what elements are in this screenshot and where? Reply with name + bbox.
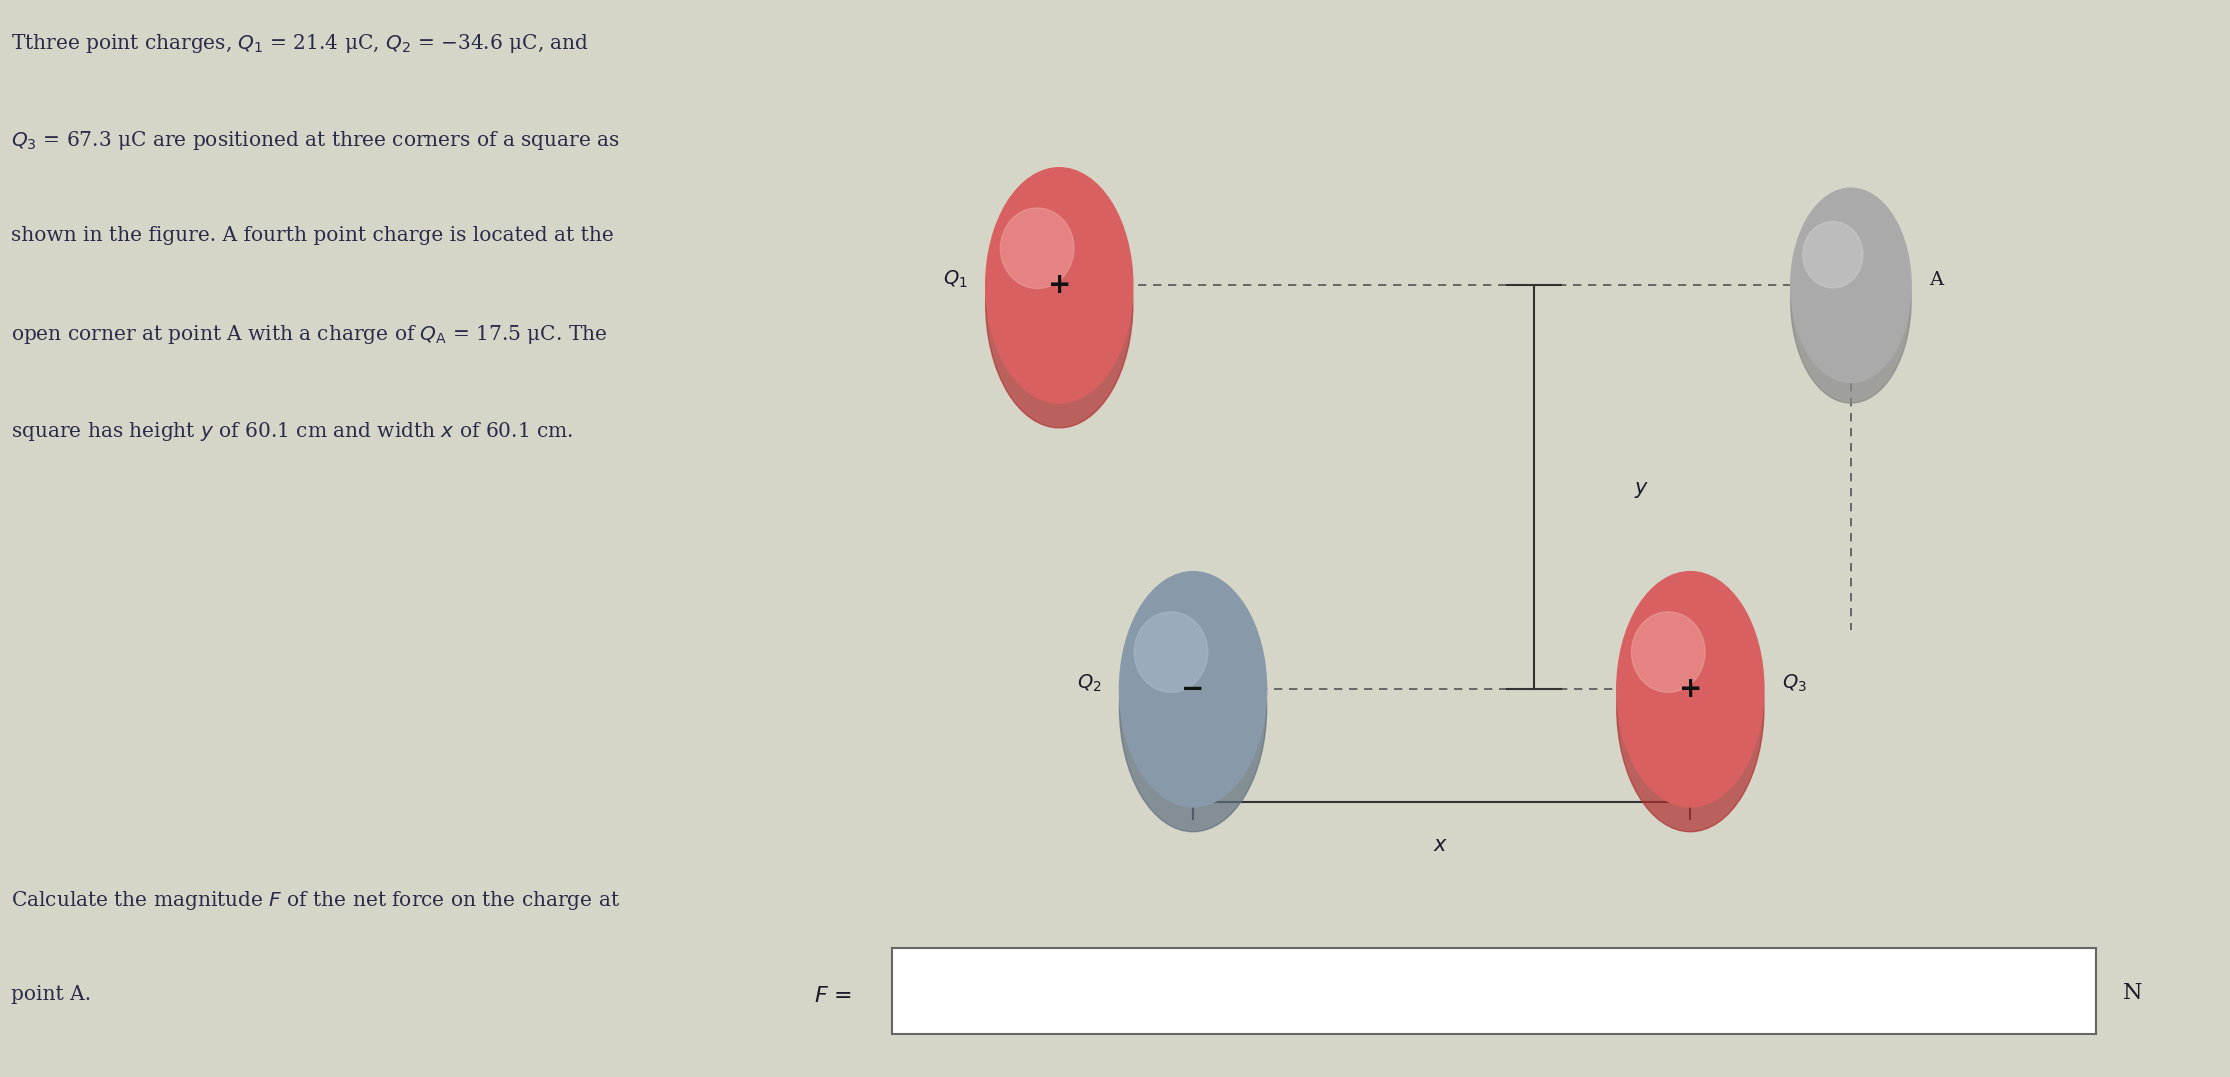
Ellipse shape [1135, 612, 1209, 693]
Text: $Q_2$: $Q_2$ [1077, 672, 1102, 694]
Ellipse shape [1617, 572, 1764, 807]
Text: $Q_3$ = 67.3 μC are positioned at three corners of a square as: $Q_3$ = 67.3 μC are positioned at three … [11, 129, 620, 152]
Text: $Q_3$: $Q_3$ [1782, 672, 1806, 694]
Ellipse shape [986, 168, 1133, 403]
Text: point A.: point A. [11, 985, 91, 1005]
Text: Calculate the magnitude $F$ of the net force on the charge at: Calculate the magnitude $F$ of the net f… [11, 889, 620, 911]
Text: $x$: $x$ [1434, 836, 1447, 855]
Ellipse shape [1802, 222, 1862, 288]
Text: Tthree point charges, $Q_1$ = 21.4 μC, $Q_2$ = −34.6 μC, and: Tthree point charges, $Q_1$ = 21.4 μC, $… [11, 32, 589, 55]
Text: +: + [1048, 271, 1070, 299]
Text: −: − [1182, 675, 1204, 703]
Text: $Q_1$: $Q_1$ [943, 268, 968, 290]
Ellipse shape [1791, 198, 1911, 403]
Ellipse shape [1119, 572, 1267, 807]
Text: A: A [1929, 271, 1942, 290]
Text: square has height $y$ of 60.1 cm and width $x$ of 60.1 cm.: square has height $y$ of 60.1 cm and wid… [11, 420, 573, 443]
Ellipse shape [1001, 208, 1075, 289]
Ellipse shape [1617, 584, 1764, 831]
Text: $F$ =: $F$ = [814, 985, 852, 1007]
Text: open corner at point A with a charge of $Q_\mathrm{A}$ = 17.5 μC. The: open corner at point A with a charge of … [11, 323, 607, 346]
Bar [892, 948, 2096, 1034]
Text: $y$: $y$ [1635, 480, 1648, 500]
Ellipse shape [1632, 612, 1706, 693]
Ellipse shape [1119, 584, 1267, 831]
Ellipse shape [986, 180, 1133, 428]
Text: N: N [2123, 982, 2143, 1004]
Ellipse shape [1791, 188, 1911, 382]
Text: +: + [1679, 675, 1701, 703]
Text: shown in the figure. A fourth point charge is located at the: shown in the figure. A fourth point char… [11, 226, 613, 246]
